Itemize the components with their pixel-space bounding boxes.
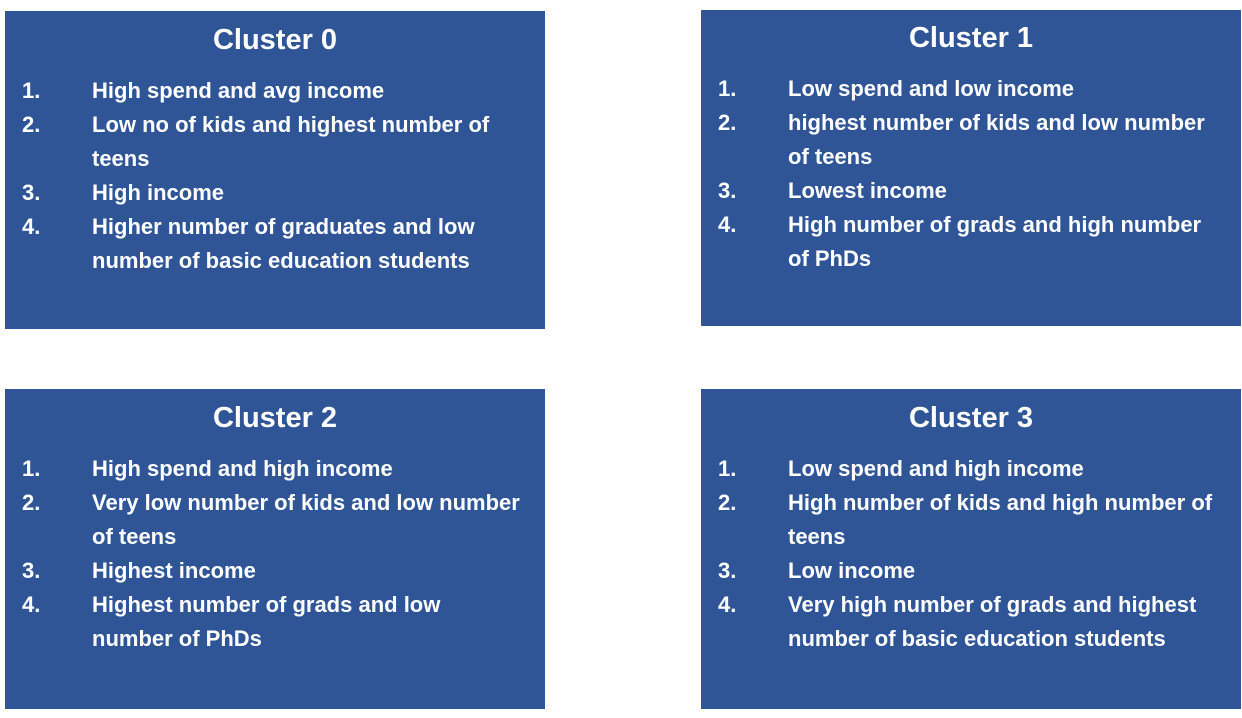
list-item: 2. Very low number of kids and low numbe… xyxy=(5,486,545,554)
list-item: 1. Low spend and low income xyxy=(701,72,1241,106)
list-item-number: 2. xyxy=(22,112,41,137)
list-item-text: Lowest income xyxy=(788,178,947,203)
list-item-number: 4. xyxy=(718,592,737,617)
cluster-traits-list: 1. Low spend and low income 2. highest n… xyxy=(701,72,1241,276)
list-item: 3. High income xyxy=(5,176,545,210)
list-item-text: Highest income xyxy=(92,558,256,583)
list-item-text: highest number of kids and low number of… xyxy=(788,110,1205,169)
list-item: 2. High number of kids and high number o… xyxy=(701,486,1241,554)
cluster-traits-list: 1. High spend and avg income 2. Low no o… xyxy=(5,74,545,278)
list-item-text: Low income xyxy=(788,558,916,583)
list-item-number: 4. xyxy=(22,214,41,239)
list-item-number: 1. xyxy=(718,456,737,481)
list-item-number: 1. xyxy=(22,78,41,103)
list-item: 1. High spend and avg income xyxy=(5,74,545,108)
list-item-number: 3. xyxy=(718,558,737,583)
cluster-title: Cluster 1 xyxy=(908,22,1034,54)
list-item: 3. Lowest income xyxy=(701,174,1241,208)
list-item: 4. Very high number of grads and highest… xyxy=(701,588,1241,656)
list-item-text: Low spend and high income xyxy=(788,456,1084,481)
cluster-2-card: Cluster 2 1. High spend and high income … xyxy=(5,389,545,709)
cluster-traits-list: 1. Low spend and high income 2. High num… xyxy=(701,452,1241,656)
cluster-title: Cluster 0 xyxy=(212,24,338,56)
cluster-title: Cluster 3 xyxy=(908,402,1034,434)
list-item-number: 2. xyxy=(22,490,41,515)
list-item-number: 4. xyxy=(718,212,737,237)
cluster-1-card: Cluster 1 1. Low spend and low income 2.… xyxy=(701,10,1241,326)
cluster-0-card: Cluster 0 1. High spend and avg income 2… xyxy=(5,11,545,329)
list-item-text: High spend and avg income xyxy=(92,78,385,103)
list-item: 2. highest number of kids and low number… xyxy=(701,106,1241,174)
list-item-text: High income xyxy=(92,180,225,205)
list-item-text: Higher number of graduates and low numbe… xyxy=(92,214,475,273)
list-item: 1. Low spend and high income xyxy=(701,452,1241,486)
list-item: 3. Highest income xyxy=(5,554,545,588)
list-item-number: 2. xyxy=(718,490,737,515)
cluster-traits-list: 1. High spend and high income 2. Very lo… xyxy=(5,452,545,656)
list-item-text: Highest number of grads and low number o… xyxy=(92,592,441,651)
list-item-text: High number of grads and high number of … xyxy=(788,212,1202,271)
list-item-text: Low no of kids and highest number of tee… xyxy=(92,112,490,171)
list-item: 4. Higher number of graduates and low nu… xyxy=(5,210,545,278)
list-item-text: High number of kids and high number of t… xyxy=(788,490,1213,549)
list-item: 4. Highest number of grads and low numbe… xyxy=(5,588,545,656)
list-item-number: 4. xyxy=(22,592,41,617)
list-item: 2. Low no of kids and highest number of … xyxy=(5,108,545,176)
cluster-3-card: Cluster 3 1. Low spend and high income 2… xyxy=(701,389,1241,709)
list-item-number: 2. xyxy=(718,110,737,135)
list-item-text: Very high number of grads and highest nu… xyxy=(788,592,1197,651)
list-item-number: 1. xyxy=(718,76,737,101)
list-item: 1. High spend and high income xyxy=(5,452,545,486)
list-item-number: 3. xyxy=(22,180,41,205)
list-item-number: 3. xyxy=(718,178,737,203)
cluster-title: Cluster 2 xyxy=(212,402,338,434)
list-item-text: Low spend and low income xyxy=(788,76,1075,101)
list-item: 4. High number of grads and high number … xyxy=(701,208,1241,276)
list-item-text: Very low number of kids and low number o… xyxy=(92,490,520,549)
list-item-number: 3. xyxy=(22,558,41,583)
list-item-number: 1. xyxy=(22,456,41,481)
list-item: 3. Low income xyxy=(701,554,1241,588)
list-item-text: High spend and high income xyxy=(92,456,393,481)
